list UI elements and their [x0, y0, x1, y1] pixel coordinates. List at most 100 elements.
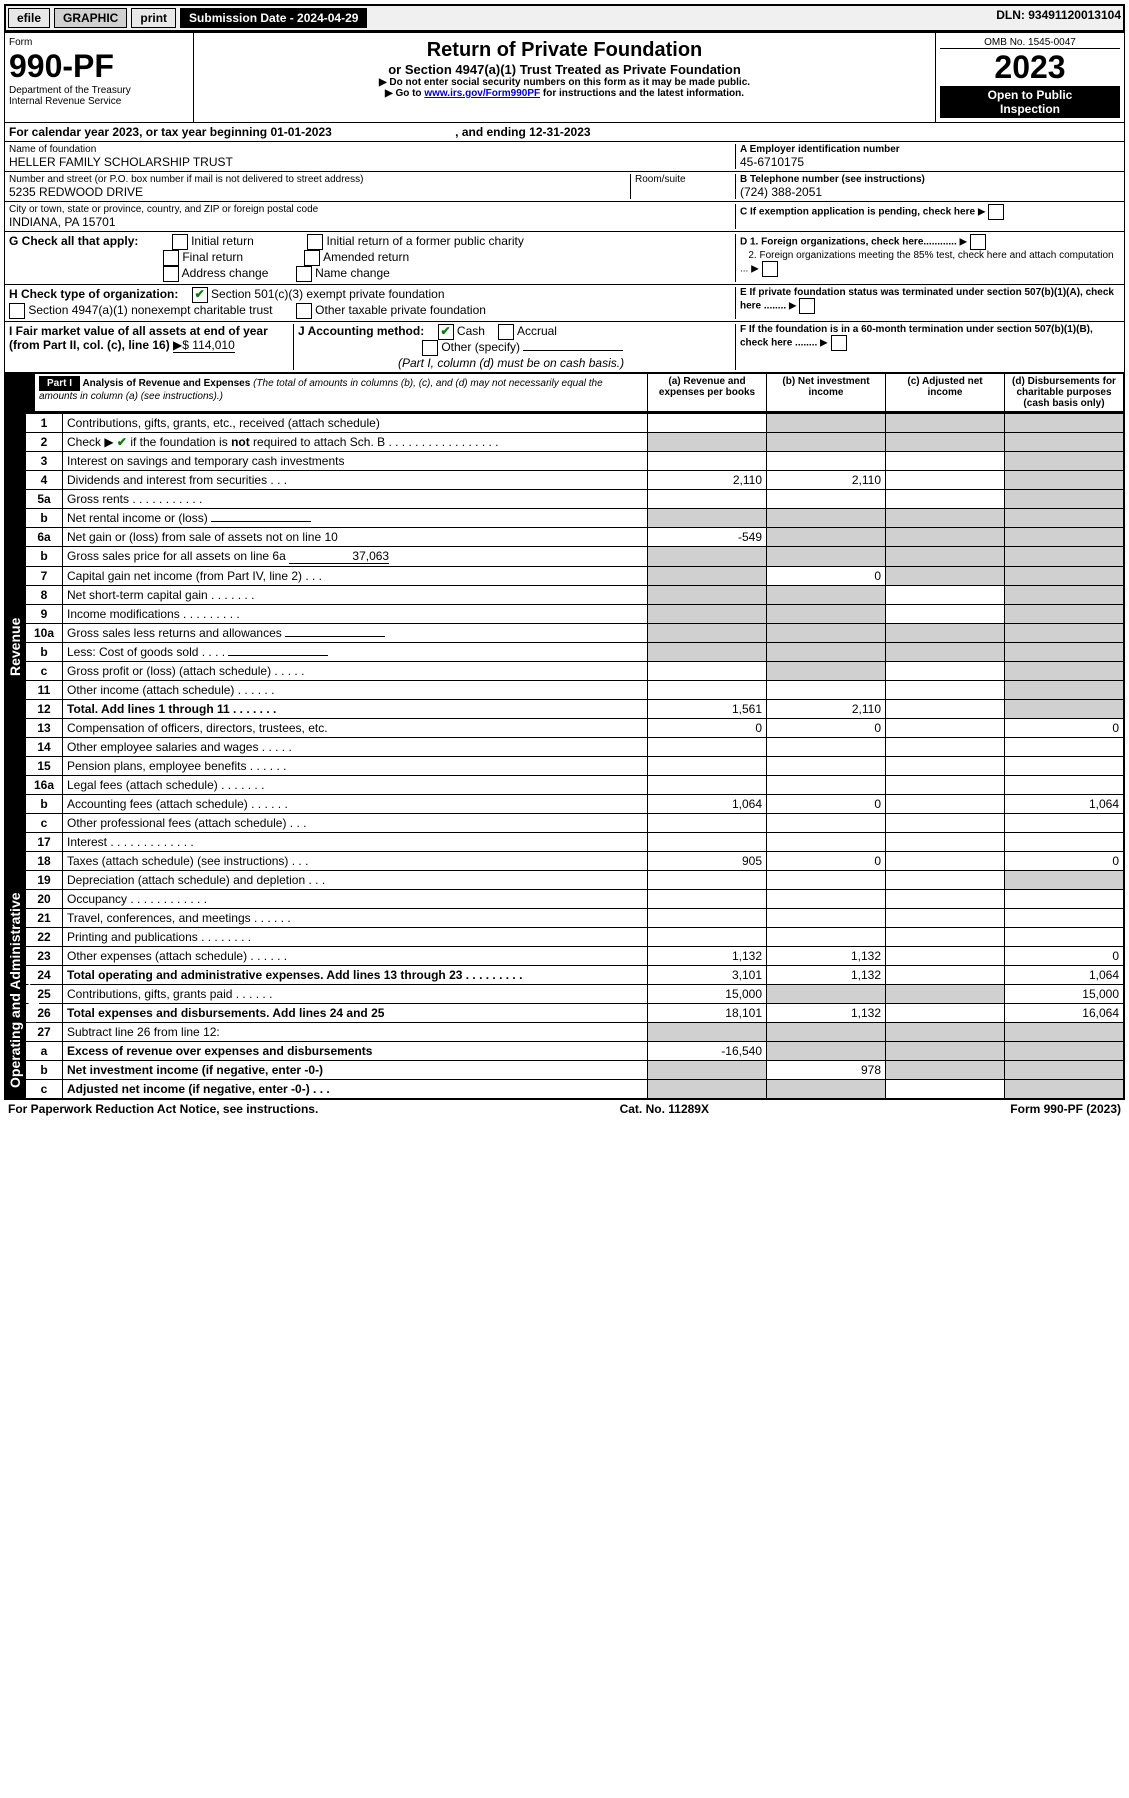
row-label: Dividends and interest from securities .… [63, 471, 648, 490]
note-ssn: ▶ Do not enter social security numbers o… [200, 77, 929, 88]
h-4947-cb[interactable] [9, 303, 25, 319]
f-label: F If the foundation is in a 60-month ter… [740, 324, 1093, 349]
row-label: Interest . . . . . . . . . . . . . [63, 833, 648, 852]
cell: 0 [1005, 947, 1124, 966]
table-row: 27Subtract line 26 from line 12: [26, 1023, 1124, 1042]
cell [767, 643, 886, 662]
table-row: 4Dividends and interest from securities … [26, 471, 1124, 490]
cell [648, 567, 767, 586]
row-label: Net rental income or (loss) [63, 509, 648, 528]
g-address-cb[interactable] [163, 266, 179, 282]
i-j-f-row: I Fair market value of all assets at end… [4, 322, 1125, 373]
cell: 1,561 [648, 700, 767, 719]
row-number: b [26, 509, 63, 528]
g-name-cb[interactable] [296, 266, 312, 282]
foundation-name: HELLER FAMILY SCHOLARSHIP TRUST [9, 155, 735, 169]
cell [648, 833, 767, 852]
h-other-cb[interactable] [296, 303, 312, 319]
cell [648, 509, 767, 528]
cell [886, 1004, 1005, 1023]
print-button[interactable]: print [131, 8, 176, 28]
cell [1005, 814, 1124, 833]
cell: 15,000 [648, 985, 767, 1004]
row-label: Adjusted net income (if negative, enter … [63, 1080, 648, 1099]
cell: -16,540 [648, 1042, 767, 1061]
footer-left: For Paperwork Reduction Act Notice, see … [8, 1102, 318, 1116]
row-label: Gross profit or (loss) (attach schedule)… [63, 662, 648, 681]
row-number: 20 [26, 890, 63, 909]
table-row: 24Total operating and administrative exp… [26, 966, 1124, 985]
row-label: Total operating and administrative expen… [63, 966, 648, 985]
irs-link[interactable]: www.irs.gov/Form990PF [424, 88, 540, 99]
cell [1005, 1023, 1124, 1042]
j-accrual-cb[interactable] [498, 324, 514, 340]
cell [886, 1061, 1005, 1080]
e-cb[interactable] [799, 298, 815, 314]
cell [886, 871, 1005, 890]
cell: 0 [767, 719, 886, 738]
cell [767, 985, 886, 1004]
form-number: 990-PF [9, 48, 189, 85]
cell [886, 1080, 1005, 1099]
cell: 16,064 [1005, 1004, 1124, 1023]
cell [1005, 1080, 1124, 1099]
g-former-cb[interactable] [307, 234, 323, 250]
cell [886, 605, 1005, 624]
footer-center: Cat. No. 11289X [620, 1102, 709, 1116]
row-number: 13 [26, 719, 63, 738]
cell [648, 414, 767, 433]
dept: Department of the Treasury [9, 85, 189, 96]
cell [1005, 890, 1124, 909]
d1-cb[interactable] [970, 234, 986, 250]
note-link: ▶ Go to www.irs.gov/Form990PF for instru… [200, 88, 929, 99]
j-cash-cb[interactable]: ✔ [438, 324, 454, 340]
f-cb[interactable] [831, 335, 847, 351]
cell [886, 852, 1005, 871]
g-final-cb[interactable] [163, 250, 179, 266]
cell [767, 586, 886, 605]
cell [767, 1042, 886, 1061]
table-row: bAccounting fees (attach schedule) . . .… [26, 795, 1124, 814]
h-label: H Check type of organization: [9, 287, 178, 301]
cell [1005, 738, 1124, 757]
city-label: City or town, state or province, country… [9, 204, 735, 215]
c-checkbox[interactable] [988, 204, 1004, 220]
g-amended-cb[interactable] [304, 250, 320, 266]
tax-year: 2023 [940, 49, 1120, 86]
cell [767, 662, 886, 681]
j-other-cb[interactable] [422, 340, 438, 356]
cell [1005, 833, 1124, 852]
g-initial-cb[interactable] [172, 234, 188, 250]
table-row: 16aLegal fees (attach schedule) . . . . … [26, 776, 1124, 795]
cell [1005, 490, 1124, 509]
city-c-row: City or town, state or province, country… [4, 202, 1125, 232]
cell: 0 [1005, 852, 1124, 871]
cell: 2,110 [767, 471, 886, 490]
table-row: 20Occupancy . . . . . . . . . . . . [26, 890, 1124, 909]
g-label: G Check all that apply: [9, 234, 138, 248]
row-label: Gross rents . . . . . . . . . . . [63, 490, 648, 509]
cell [886, 738, 1005, 757]
row-label: Total expenses and disbursements. Add li… [63, 1004, 648, 1023]
cell [648, 452, 767, 471]
h-e-row: H Check type of organization: ✔ Section … [4, 285, 1125, 322]
footer: For Paperwork Reduction Act Notice, see … [4, 1100, 1125, 1118]
graphic-button[interactable]: GRAPHIC [54, 8, 127, 28]
h-501c3-cb[interactable]: ✔ [192, 287, 208, 303]
cell: 1,064 [1005, 795, 1124, 814]
cell [648, 681, 767, 700]
form-header: Form 990-PF Department of the Treasury I… [4, 32, 1125, 123]
part1-header-row: Part I Analysis of Revenue and Expenses … [4, 373, 1125, 413]
row-number: 12 [26, 700, 63, 719]
cell [767, 833, 886, 852]
cell [1005, 757, 1124, 776]
d2-cb[interactable] [762, 261, 778, 277]
cell: 0 [1005, 719, 1124, 738]
part1-label: Part I [39, 376, 80, 391]
cell: 2,110 [767, 700, 886, 719]
d1-label: D 1. Foreign organizations, check here..… [740, 237, 957, 248]
efile-button[interactable]: efile [8, 8, 50, 28]
cell [1005, 643, 1124, 662]
cell [767, 871, 886, 890]
cell [886, 890, 1005, 909]
